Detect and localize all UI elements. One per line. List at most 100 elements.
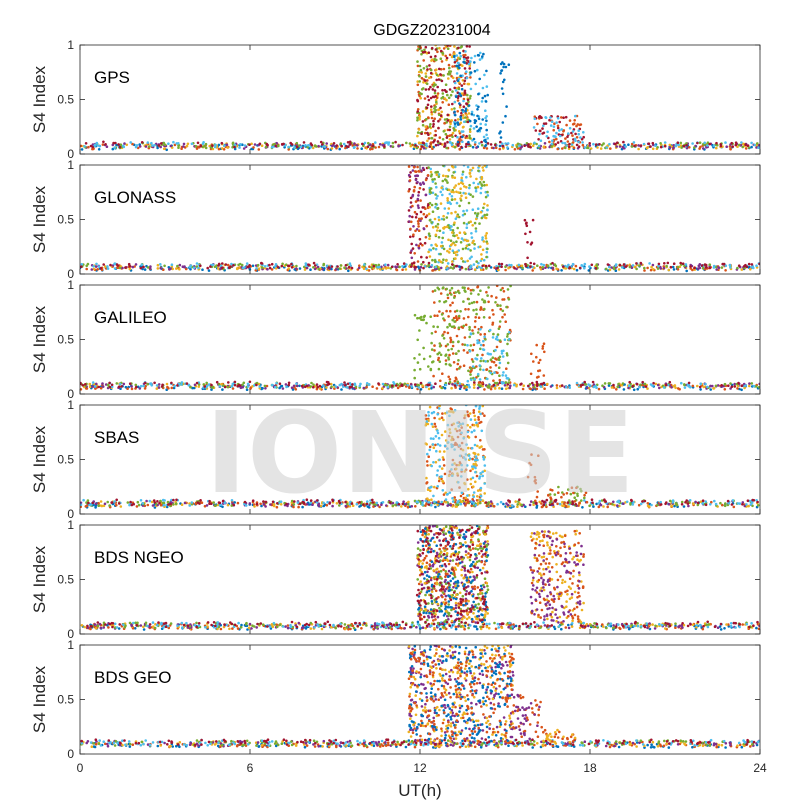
data-point	[488, 316, 491, 319]
data-point	[451, 444, 455, 448]
data-point	[104, 143, 107, 146]
data-point	[444, 132, 448, 136]
data-point	[422, 346, 425, 350]
data-point	[481, 118, 485, 121]
data-point	[524, 232, 527, 236]
data-point	[429, 170, 433, 174]
data-point	[657, 262, 661, 266]
data-point	[730, 141, 733, 145]
data-point	[618, 504, 621, 508]
data-point	[233, 501, 236, 504]
data-point	[436, 194, 439, 198]
data-point	[479, 498, 482, 502]
data-point	[108, 385, 112, 389]
data-point	[419, 381, 423, 385]
data-point	[525, 224, 529, 228]
data-point	[453, 55, 456, 58]
data-point	[649, 145, 652, 148]
data-point	[97, 265, 101, 268]
data-point	[114, 141, 117, 145]
data-point	[419, 199, 422, 202]
data-point	[206, 266, 209, 270]
data-point	[750, 141, 753, 145]
data-point	[123, 142, 126, 145]
data-point	[422, 67, 426, 70]
data-point	[157, 383, 161, 386]
data-point	[455, 250, 459, 254]
data-point	[494, 364, 498, 367]
data-point	[409, 227, 412, 231]
data-point	[456, 140, 460, 144]
data-point	[613, 267, 616, 271]
data-point	[428, 145, 432, 148]
data-point	[473, 268, 477, 271]
data-point	[478, 421, 481, 425]
data-point	[440, 313, 444, 316]
data-point	[329, 382, 333, 386]
data-point	[471, 365, 475, 368]
data-point	[521, 387, 525, 391]
data-point	[441, 503, 445, 506]
data-point	[363, 263, 366, 266]
data-point	[521, 266, 524, 270]
data-point	[262, 500, 265, 503]
data-point	[350, 266, 354, 270]
data-point	[741, 503, 744, 506]
data-point	[411, 169, 415, 172]
data-point	[185, 144, 189, 148]
data-point	[438, 458, 441, 462]
data-point	[439, 252, 442, 256]
data-point	[463, 185, 466, 188]
data-point	[479, 439, 482, 442]
data-point	[189, 267, 192, 271]
data-point	[485, 290, 488, 294]
data-point	[448, 134, 452, 137]
data-point	[639, 383, 642, 387]
data-point	[435, 73, 439, 77]
data-point	[416, 338, 420, 342]
data-point	[724, 141, 727, 144]
data-point	[462, 437, 466, 440]
data-point	[454, 210, 457, 214]
data-point	[483, 300, 487, 304]
data-point	[554, 264, 558, 268]
data-point	[396, 386, 400, 390]
data-point	[486, 137, 490, 140]
data-point	[441, 101, 445, 104]
data-point	[238, 262, 242, 266]
data-point	[446, 343, 450, 346]
data-point	[448, 353, 451, 357]
data-point	[439, 114, 443, 117]
data-point	[429, 71, 433, 75]
data-point	[456, 421, 459, 425]
data-point	[444, 359, 448, 362]
data-point	[447, 356, 450, 359]
data-point	[664, 383, 668, 387]
data-point	[468, 183, 471, 187]
data-point	[486, 247, 489, 251]
data-point	[608, 382, 612, 385]
data-point	[610, 386, 614, 389]
data-point	[474, 503, 478, 507]
data-point	[218, 385, 222, 388]
data-point	[378, 143, 382, 146]
data-point	[474, 480, 477, 484]
data-point	[430, 498, 433, 502]
data-point	[429, 368, 433, 372]
data-point	[449, 303, 452, 307]
data-point	[413, 357, 416, 360]
data-point	[394, 384, 398, 387]
data-point	[380, 503, 383, 507]
data-point	[239, 143, 242, 146]
data-point	[450, 195, 454, 198]
data-point	[756, 500, 759, 504]
data-point	[156, 500, 159, 503]
data-point	[483, 332, 487, 336]
data-point	[544, 116, 548, 120]
data-point	[175, 267, 178, 270]
data-point	[576, 494, 579, 498]
data-point	[430, 464, 434, 468]
data-point	[485, 69, 488, 73]
data-point	[432, 119, 435, 123]
data-point	[575, 143, 579, 147]
